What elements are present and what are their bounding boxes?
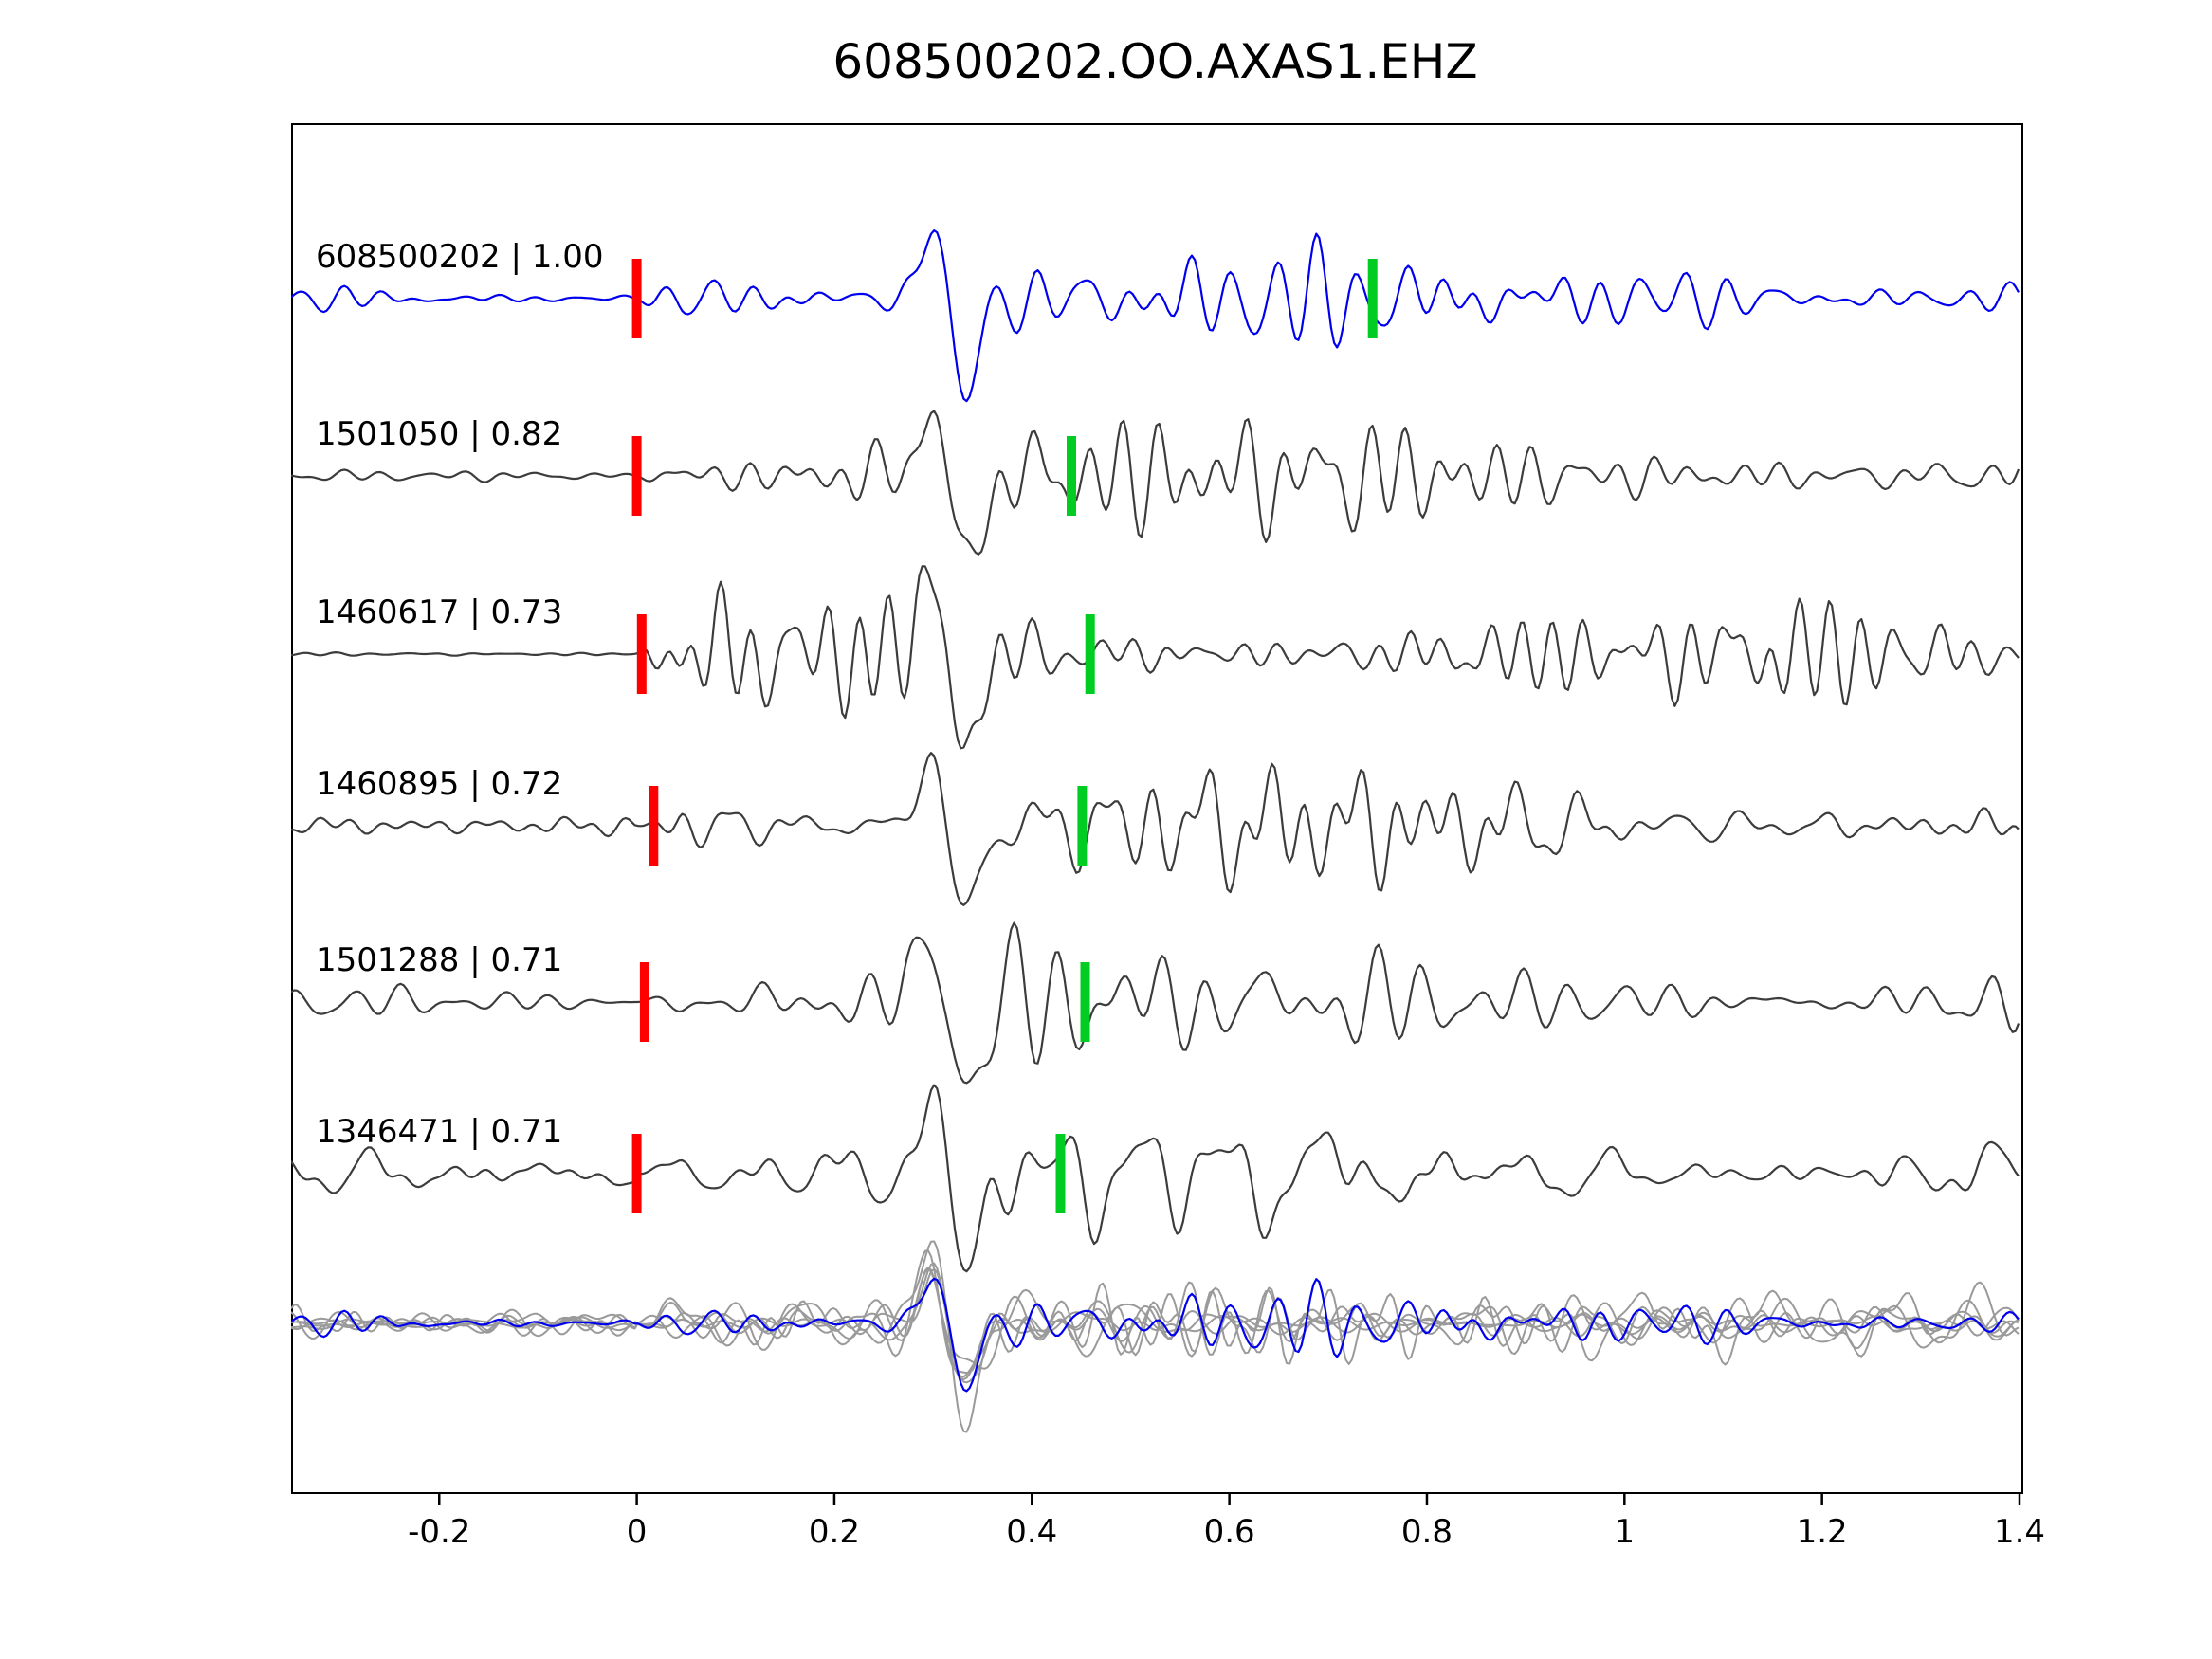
x-tick-label: 1 [1614, 1513, 1636, 1551]
x-tick-label: 1.4 [1993, 1513, 2046, 1551]
x-tick-label: 0.4 [1006, 1513, 1058, 1551]
overlay-waveform-gray-5 [291, 1240, 2020, 1433]
waveform-1460895 [291, 751, 2020, 906]
trace-label-detection-3: 1460895 | 0.72 [316, 765, 563, 803]
overlay-waveform-template [291, 1277, 2020, 1393]
overlay-waveform-gray-2 [291, 1267, 2020, 1384]
trace-label-detection-4: 1501288 | 0.71 [316, 941, 563, 979]
x-tick-label: 0 [626, 1513, 648, 1551]
trace-label-template: 608500202 | 1.00 [316, 238, 604, 276]
x-tick-label: 0.8 [1400, 1513, 1453, 1551]
waveform-1460617 [291, 565, 2020, 750]
overlay-waveform-gray-3 [291, 1268, 2020, 1370]
green-pick-1346471 [1055, 1134, 1066, 1213]
x-tick-label: 1.2 [1796, 1513, 1848, 1551]
red-pick-1460617 [636, 614, 647, 694]
green-pick-1501050 [1067, 436, 1076, 516]
trace-group [291, 229, 2020, 1433]
waveform-1346471 [291, 1084, 2020, 1273]
waveform-1501050 [291, 410, 2020, 556]
trace-label-detection-2: 1460617 | 0.73 [316, 593, 563, 631]
green-pick-608500202 [1367, 259, 1378, 338]
green-pick-1501288 [1080, 962, 1090, 1042]
red-pick-608500202 [631, 259, 642, 338]
trace-label-detection-5: 1346471 | 0.71 [316, 1113, 563, 1151]
waveform-608500202 [291, 229, 2020, 403]
chart-title: 608500202.OO.AXAS1.EHZ [832, 34, 1478, 89]
x-tick-label: -0.2 [408, 1513, 471, 1551]
red-pick-1501288 [639, 962, 649, 1042]
x-tick-label: 0.2 [808, 1513, 860, 1551]
overlay-waveform-gray-0 [291, 1262, 2020, 1378]
trace-label-detection-1: 1501050 | 0.82 [316, 415, 563, 453]
red-pick-1501050 [631, 436, 642, 516]
waveform-1501288 [291, 921, 2020, 1085]
red-pick-1460895 [649, 786, 659, 866]
green-pick-1460617 [1085, 614, 1095, 694]
x-tick-label: 0.6 [1203, 1513, 1255, 1551]
green-pick-1460895 [1077, 786, 1088, 866]
red-pick-1346471 [631, 1134, 642, 1213]
